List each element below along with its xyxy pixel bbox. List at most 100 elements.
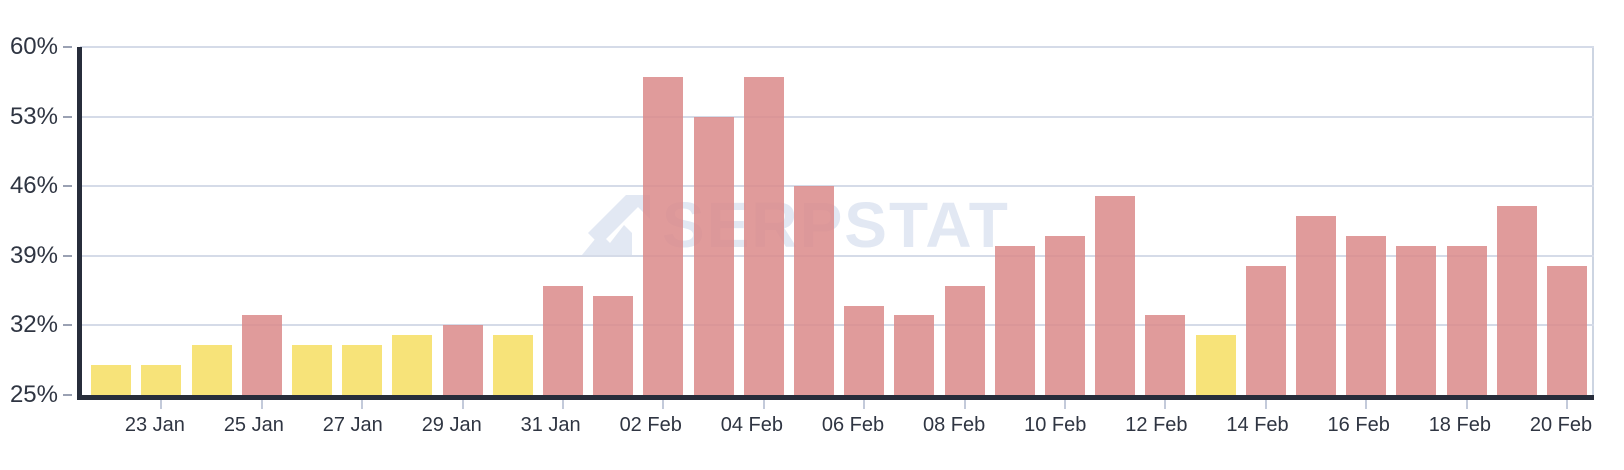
bar-12-feb[interactable] — [1145, 315, 1186, 395]
y-axis-label: 39% — [9, 241, 58, 269]
bar-18-feb[interactable] — [1446, 245, 1487, 395]
bar-27-jan[interactable] — [342, 345, 383, 395]
y-axis-tick — [63, 324, 72, 327]
x-axis-ticks — [80, 400, 1594, 409]
x-axis-label: 04 Feb — [720, 414, 783, 436]
bar-slot — [538, 47, 588, 395]
x-axis-tick — [963, 400, 966, 409]
x-axis-tick — [461, 400, 464, 409]
bar-slot — [1391, 47, 1441, 395]
bar-01-feb[interactable] — [593, 295, 634, 395]
y-axis-label: 53% — [9, 102, 58, 130]
plot-right-border — [1592, 47, 1594, 395]
bar-25-jan[interactable] — [241, 315, 282, 395]
bar-16-feb[interactable] — [1346, 235, 1387, 395]
x-axis-label: 27 Jan — [322, 414, 383, 436]
gridline — [80, 254, 1594, 257]
bar-22-jan[interactable] — [91, 365, 132, 395]
bar-slot — [437, 47, 487, 395]
x-axis-tick — [260, 400, 263, 409]
bar-29-jan[interactable] — [442, 325, 483, 395]
bar-31-jan[interactable] — [542, 285, 583, 395]
x-axis-label: 29 Jan — [421, 414, 482, 436]
bar-14-feb[interactable] — [1245, 265, 1286, 395]
bar-slot — [739, 47, 789, 395]
x-axis-labels: 23 Jan 25 Jan 27 Jan 29 Jan 31 Jan 02 Feb 04 F… — [80, 413, 1594, 439]
x-axis-label: 16 Feb — [1327, 414, 1390, 436]
x-axis-label: 06 Feb — [821, 414, 885, 436]
bar-slot — [1542, 47, 1592, 395]
x-axis-tick — [863, 400, 866, 409]
bar-slot — [588, 47, 638, 395]
y-axis-tick — [63, 115, 72, 118]
bar-06-feb[interactable] — [844, 305, 885, 395]
bar-11-feb[interactable] — [1095, 196, 1136, 395]
bar-04-feb[interactable] — [743, 76, 784, 395]
bar-slot — [1341, 47, 1391, 395]
x-axis-label: 18 Feb — [1428, 414, 1491, 436]
bar-slot — [186, 47, 236, 395]
bar-08-feb[interactable] — [944, 285, 985, 395]
bar-28-jan[interactable] — [392, 335, 433, 395]
y-axis-tick — [63, 254, 72, 257]
bar-slot — [688, 47, 738, 395]
plot-area: SERPSTAT 23 Jan 25 Jan 27 Jan 29 Jan 31 Jan 0… — [77, 46, 1594, 436]
x-axis-label: 08 Feb — [922, 414, 986, 436]
bar-07-feb[interactable] — [894, 315, 935, 395]
y-axis-label: 46% — [9, 172, 58, 200]
x-axis-label: 25 Jan — [223, 414, 284, 436]
bar-slot — [939, 47, 989, 395]
x-axis-tick — [1063, 400, 1066, 409]
bar-17-feb[interactable] — [1396, 245, 1437, 395]
bar-slot — [789, 47, 839, 395]
bar-23-jan[interactable] — [141, 365, 182, 395]
bar-slot — [237, 47, 287, 395]
bar-26-jan[interactable] — [291, 345, 332, 395]
bar-slot — [387, 47, 437, 395]
gridline — [80, 185, 1594, 188]
x-axis-label: 20 Feb — [1529, 414, 1593, 436]
x-axis-tick — [1365, 400, 1368, 409]
bars-row — [80, 47, 1594, 395]
bar-09-feb[interactable] — [994, 245, 1035, 395]
bar-13-feb[interactable] — [1195, 335, 1236, 395]
bar-slot — [1291, 47, 1341, 395]
x-axis-label: 31 Jan — [520, 414, 581, 436]
bar-slot — [839, 47, 889, 395]
gridline — [80, 324, 1594, 327]
x-axis-label: 23 Jan — [124, 414, 185, 436]
x-axis-tick — [1465, 400, 1468, 409]
bar-19-feb[interactable] — [1496, 206, 1537, 395]
x-axis-label: 10 Feb — [1024, 414, 1087, 436]
bar-slot — [488, 47, 538, 395]
bar-slot — [1441, 47, 1491, 395]
x-axis-tick — [762, 400, 765, 409]
bar-slot — [337, 47, 387, 395]
bar-slot — [638, 47, 688, 395]
bar-slot — [990, 47, 1040, 395]
x-axis-label: 12 Feb — [1125, 414, 1188, 436]
x-axis-tick — [1164, 400, 1167, 409]
bar-20-feb[interactable] — [1546, 265, 1587, 395]
bar-slot — [1241, 47, 1291, 395]
bar-05-feb[interactable] — [793, 186, 834, 395]
bar-24-jan[interactable] — [191, 345, 232, 395]
x-axis-tick — [160, 400, 163, 409]
y-axis: 60% 53% 46% 39% 32% 25% — [0, 35, 74, 407]
y-axis-tick — [63, 46, 72, 48]
y-axis-line — [77, 47, 82, 400]
x-axis-label: 02 Feb — [619, 414, 682, 436]
bar-10-feb[interactable] — [1044, 235, 1085, 395]
y-axis-label: 25% — [9, 381, 58, 408]
bar-30-jan[interactable] — [492, 335, 533, 395]
gridline — [80, 46, 1594, 48]
x-axis-label: 14 Feb — [1226, 414, 1289, 436]
bar-slot — [1190, 47, 1240, 395]
bar-15-feb[interactable] — [1295, 216, 1336, 395]
gridline — [80, 115, 1594, 118]
bar-02-feb[interactable] — [643, 76, 684, 395]
bar-03-feb[interactable] — [693, 116, 734, 395]
bar-slot — [86, 47, 136, 395]
y-axis-tick — [63, 185, 72, 188]
x-axis-tick — [1565, 400, 1568, 409]
